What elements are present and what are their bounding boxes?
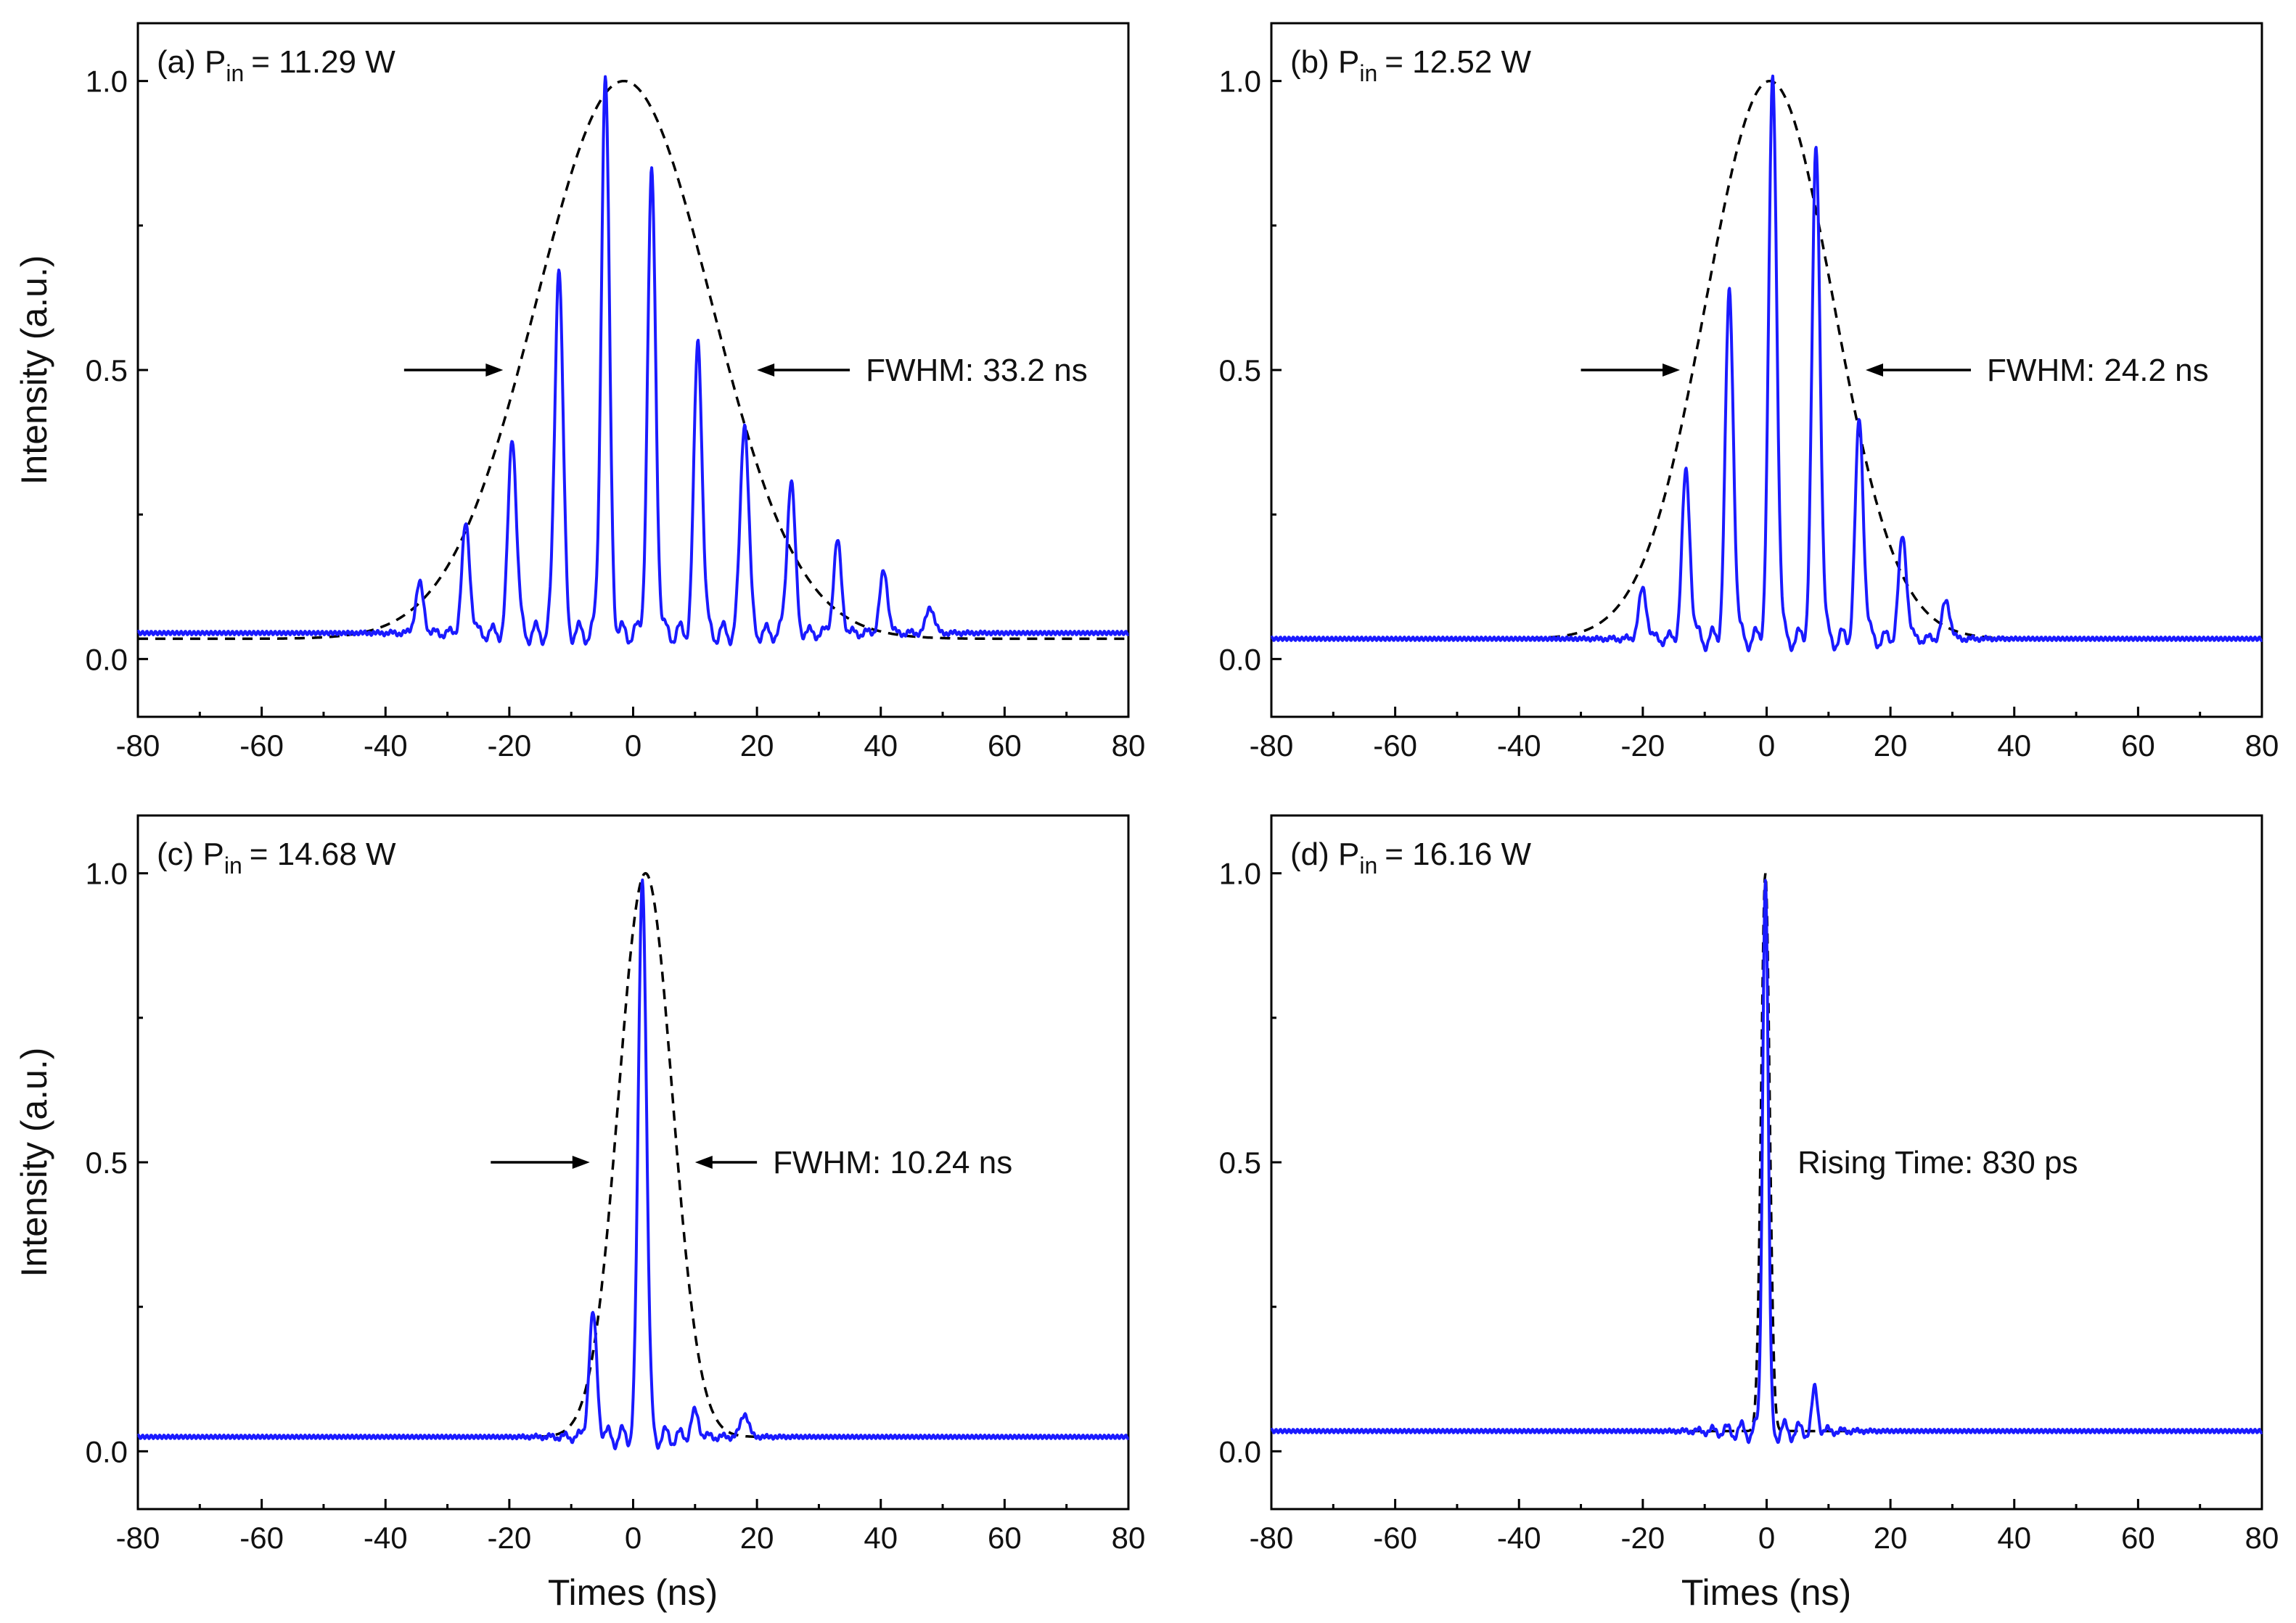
x-tick-label: -80 [1250, 728, 1294, 763]
x-tick-label: 20 [740, 728, 774, 763]
x-tick-label: 80 [1112, 1521, 1146, 1555]
y-tick-label: 0.0 [86, 642, 128, 676]
panel-label: (c) Pin = 14.68 W [157, 837, 396, 879]
x-tick-label: -20 [1621, 1521, 1665, 1555]
x-tick-label: -40 [1497, 728, 1541, 763]
panel-label-subscript: in [224, 852, 242, 879]
x-tick-label: 80 [2245, 1521, 2279, 1555]
gaussian-fit-line [138, 79, 1128, 641]
panel-label-subscript: in [226, 60, 244, 86]
y-tick-label: 0.5 [86, 353, 128, 387]
fwhm-arrowhead-left [1662, 363, 1681, 377]
panel-label-prefix: (a) P [157, 44, 226, 80]
panel-label-value: = 14.68 W [250, 837, 396, 872]
panel-a: -80 -60 -40 -20 0 20 40 60 80 0.0 0.5 1.0 (a) Pin = 1… [86, 22, 1146, 763]
intensity-trace [136, 75, 1130, 646]
x-tick-label: -80 [116, 728, 160, 763]
panel-label-subscript: in [1359, 852, 1377, 879]
x-axis-label-right: Times (ns) [1681, 1572, 1851, 1613]
x-tick-label: -60 [1373, 728, 1417, 763]
panel-label-subscript: in [1359, 60, 1377, 86]
x-tick-label: 40 [1997, 728, 2031, 763]
x-tick-label: -40 [1497, 1521, 1541, 1555]
x-tick-label: 80 [2245, 728, 2279, 763]
intensity-trace [1270, 74, 2263, 653]
x-tick-label: 0 [625, 728, 641, 763]
intensity-trace [136, 878, 1130, 1450]
x-axis-label-left: Times (ns) [548, 1572, 718, 1613]
fwhm-label: FWHM: 24.2 ns [1987, 353, 2209, 388]
rising-time-label: Rising Time: 830 ps [1797, 1145, 2078, 1180]
panel-label-value: = 12.52 W [1385, 44, 1531, 80]
y-axis-label-top: Intensity (a.u.) [14, 255, 54, 485]
x-tick-label: 0 [1758, 1521, 1775, 1555]
panel-label-prefix: (c) P [157, 837, 224, 872]
x-tick-label: -60 [239, 1521, 284, 1555]
x-tick-label: -60 [1373, 1521, 1417, 1555]
panel-b: -80 -60 -40 -20 0 20 40 60 80 0.0 0.5 1.0 (b) Pin = 1… [1219, 22, 2279, 763]
y-axis-label-bottom: Intensity (a.u.) [14, 1048, 54, 1278]
y-tick-label: 0.0 [1219, 642, 1261, 676]
panel-label-prefix: (d) P [1290, 837, 1359, 872]
fwhm-label: FWHM: 10.24 ns [773, 1145, 1012, 1180]
panel-label-value: = 11.29 W [251, 44, 395, 80]
x-tick-label: 20 [1874, 1521, 1908, 1555]
panel-c: -80 -60 -40 -20 0 20 40 60 80 0.0 0.5 1.0 (c) Pin = 1… [86, 814, 1146, 1555]
panel-label: (d) Pin = 16.16 W [1290, 837, 1532, 879]
x-tick-label: 40 [864, 728, 898, 763]
fwhm-arrowhead-right [694, 1156, 713, 1169]
x-tick-label: 40 [864, 1521, 898, 1555]
panel-label: (b) Pin = 12.52 W [1290, 44, 1532, 86]
x-tick-label: 40 [1997, 1521, 2031, 1555]
y-tick-label: 0.5 [1219, 1146, 1261, 1180]
y-tick-label: 1.0 [86, 857, 128, 891]
x-tick-label: 0 [625, 1521, 641, 1555]
x-tick-label: 60 [2121, 728, 2155, 763]
x-tick-label: -20 [488, 728, 532, 763]
x-tick-label: -20 [488, 1521, 532, 1555]
x-tick-label: 0 [1758, 728, 1775, 763]
panel-label-prefix: (b) P [1290, 44, 1359, 80]
x-tick-label: 60 [2121, 1521, 2155, 1555]
x-tick-label: -40 [364, 728, 408, 763]
y-tick-label: 1.0 [86, 65, 128, 99]
panel-label-value: = 16.16 W [1385, 837, 1531, 872]
fwhm-arrowhead-right [757, 363, 775, 377]
y-tick-label: 0.0 [1219, 1434, 1261, 1468]
fwhm-arrowhead-left [485, 363, 504, 377]
x-tick-label: -80 [116, 1521, 160, 1555]
y-tick-label: 0.0 [86, 1434, 128, 1468]
panel-d: -80 -60 -40 -20 0 20 40 60 80 0.0 0.5 1.0 (d) Pin = 1… [1219, 814, 2279, 1555]
x-tick-label: 60 [988, 728, 1022, 763]
fwhm-arrowhead-right [1866, 363, 1883, 377]
x-tick-label: -40 [364, 1521, 408, 1555]
y-tick-label: 1.0 [1219, 65, 1261, 99]
x-tick-label: 60 [988, 1521, 1022, 1555]
x-tick-label: -80 [1250, 1521, 1294, 1555]
intensity-trace [1270, 879, 2263, 1445]
y-tick-label: 1.0 [1219, 857, 1261, 891]
y-tick-label: 0.5 [86, 1146, 128, 1180]
fwhm-label: FWHM: 33.2 ns [866, 353, 1088, 388]
x-tick-label: -20 [1621, 728, 1665, 763]
x-tick-label: 20 [1874, 728, 1908, 763]
x-tick-label: -60 [239, 728, 284, 763]
x-tick-label: 20 [740, 1521, 774, 1555]
panel-label: (a) Pin = 11.29 W [157, 44, 395, 86]
y-tick-label: 0.5 [1219, 353, 1261, 387]
x-tick-label: 80 [1112, 728, 1146, 763]
fwhm-arrowhead-left [572, 1156, 590, 1169]
